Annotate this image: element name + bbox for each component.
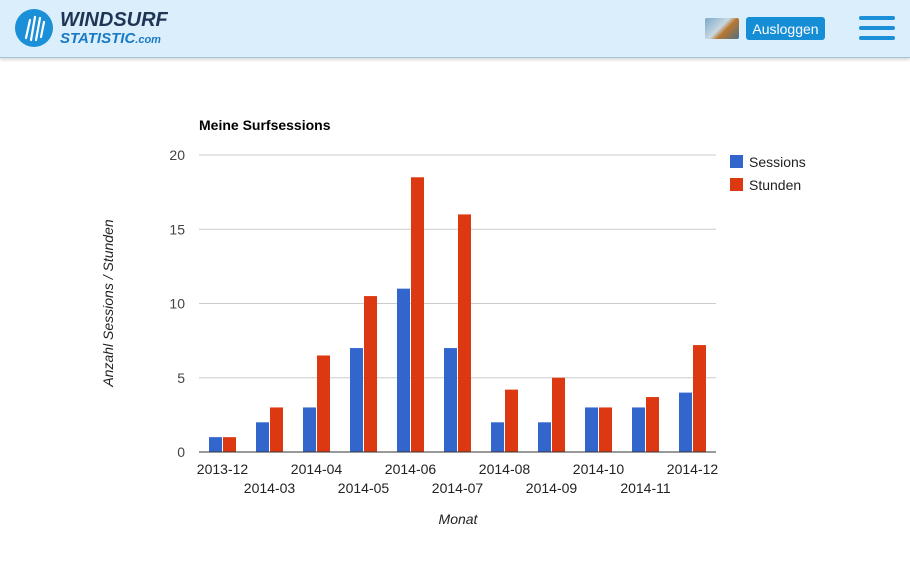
y-tick-label: 10 <box>169 296 185 312</box>
x-tick-label: 2014-04 <box>291 461 343 477</box>
hamburger-line <box>859 16 895 20</box>
bar-stunden-2014-05[interactable] <box>364 296 377 452</box>
user-avatar[interactable] <box>705 18 739 39</box>
chart-gridlines <box>199 154 716 379</box>
x-tick-label: 2014-12 <box>667 461 719 477</box>
x-tick-label: 2014-07 <box>432 480 484 496</box>
bar-stunden-2014-04[interactable] <box>317 355 330 452</box>
logo-text-statistic: STATISTIC.com <box>60 31 168 46</box>
legend-swatch <box>730 155 743 168</box>
y-tick-label: 5 <box>177 370 185 386</box>
bar-stunden-2014-08[interactable] <box>505 389 518 452</box>
logo-text: WINDSURF STATISTIC.com <box>60 10 168 46</box>
windsurf-logo-icon <box>15 9 53 47</box>
site-logo[interactable]: WINDSURF STATISTIC.com <box>14 8 168 50</box>
x-tick-label: 2014-06 <box>385 461 437 477</box>
bar-stunden-2014-06[interactable] <box>411 177 424 452</box>
bar-sessions-2014-06[interactable] <box>397 288 410 452</box>
bar-sessions-2014-11[interactable] <box>632 407 645 452</box>
x-tick-label: 2014-10 <box>573 461 625 477</box>
logo-text-statistic-word: STATISTIC <box>60 30 136 47</box>
x-tick-label: 2013-12 <box>197 461 249 477</box>
chart-legend: Sessions Stunden <box>730 154 806 193</box>
legend-label: Sessions <box>749 154 806 170</box>
x-axis-tick-labels: 2013-12 2014-03 2014-04 2014-05 2014-06 2014-… <box>197 461 719 496</box>
bar-stunden-2013-12[interactable] <box>223 437 236 452</box>
bar-sessions-2014-07[interactable] <box>444 348 457 452</box>
logo-text-domain: .com <box>135 34 161 46</box>
logo-text-windsurf: WINDSURF <box>60 9 168 31</box>
bar-stunden-2014-03[interactable] <box>270 407 283 452</box>
y-axis-title: Anzahl Sessions / Stunden <box>100 219 116 388</box>
logout-button[interactable]: Ausloggen <box>746 17 825 40</box>
x-axis-title: Monat <box>439 511 479 527</box>
hamburger-line <box>859 36 895 40</box>
bar-sessions-2014-12[interactable] <box>679 392 692 452</box>
bar-sessions-2013-12[interactable] <box>209 437 222 452</box>
bar-stunden-2014-12[interactable] <box>693 345 706 452</box>
x-tick-label: 2014-08 <box>479 461 531 477</box>
chart-title: Meine Surfsessions <box>199 117 331 133</box>
bar-stunden-2014-09[interactable] <box>552 377 565 452</box>
bar-sessions-2014-03[interactable] <box>256 422 269 452</box>
bar-sessions-2014-04[interactable] <box>303 407 316 452</box>
x-tick-label: 2014-05 <box>338 480 390 496</box>
hamburger-line <box>859 26 895 30</box>
chart-bars <box>209 177 706 452</box>
bar-sessions-2014-09[interactable] <box>538 422 551 452</box>
legend-swatch <box>730 178 743 191</box>
bar-sessions-2014-05[interactable] <box>350 348 363 452</box>
x-tick-label: 2014-09 <box>526 480 578 496</box>
bar-stunden-2014-10[interactable] <box>599 407 612 452</box>
y-tick-label: 0 <box>177 444 185 460</box>
top-navigation-bar: WINDSURF STATISTIC.com Ausloggen <box>0 0 910 58</box>
y-tick-label: 20 <box>169 147 185 163</box>
x-tick-label: 2014-11 <box>620 480 671 496</box>
bar-sessions-2014-10[interactable] <box>585 407 598 452</box>
bar-stunden-2014-07[interactable] <box>458 214 471 452</box>
legend-label: Stunden <box>749 177 801 193</box>
bar-sessions-2014-08[interactable] <box>491 422 504 452</box>
y-tick-label: 15 <box>169 221 185 237</box>
y-axis-tick-labels: 0 5 10 15 20 <box>169 147 185 460</box>
bar-stunden-2014-11[interactable] <box>646 397 659 452</box>
hamburger-menu-icon[interactable] <box>859 15 895 41</box>
x-tick-label: 2014-03 <box>244 480 296 496</box>
